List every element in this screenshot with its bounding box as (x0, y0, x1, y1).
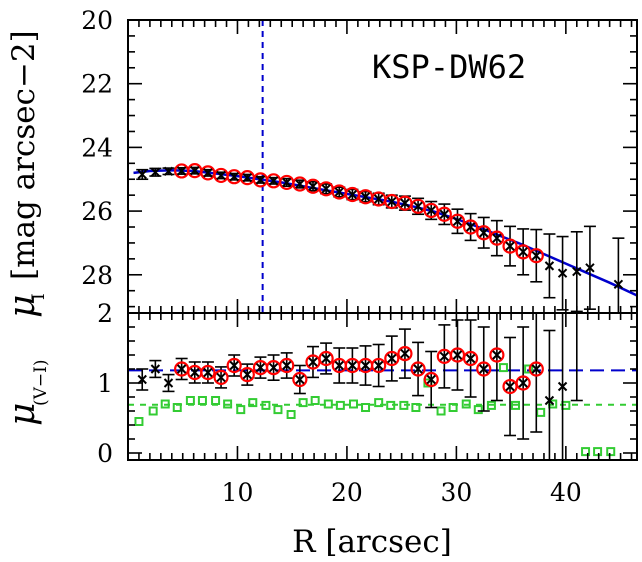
y-tick-label: 28 (81, 261, 113, 290)
chart-root: KSP-DW62 R [arcsec] 10 20 30 40 20 22 24 26 28 0 1… (0, 0, 642, 562)
green-square-marker (274, 406, 281, 413)
green-square-marker (537, 409, 544, 416)
x-axis-label: R [arcsec] (292, 524, 452, 560)
y-tick-label: 24 (81, 133, 113, 162)
chart-title: KSP-DW62 (372, 48, 526, 86)
x-tick-label: 30 (440, 478, 472, 507)
green-square-marker (187, 397, 194, 404)
y-tick-label: 1 (97, 369, 113, 398)
y-tick-label: 2 (97, 299, 113, 328)
y-tick-label: 0 (97, 439, 113, 468)
top-y-axis-label: μI[mag arcsec−2] (2, 30, 49, 318)
green-square-marker (150, 408, 157, 415)
x-tick-label: 40 (550, 478, 582, 507)
green-square-marker (135, 418, 142, 425)
bottom-y-axis-label: μ(V−I) (2, 359, 51, 426)
green-square-marker (500, 364, 507, 371)
x-tick-label: 20 (331, 478, 363, 507)
green-square-marker (237, 406, 244, 413)
bottom-y-axis-subscript: (V−I) (31, 359, 51, 406)
green-square-marker (199, 397, 206, 404)
y-tick-label: 20 (81, 6, 113, 35)
green-square-marker (350, 401, 357, 408)
bottom-panel-marks (128, 205, 637, 471)
green-square-marker (438, 408, 445, 415)
chart-svg: KSP-DW62 R [arcsec] 10 20 30 40 20 22 24 26 28 0 1… (0, 0, 642, 562)
green-square-marker (594, 448, 601, 455)
green-square-marker (475, 406, 482, 413)
green-square-marker (607, 448, 614, 455)
y-tick-label: 22 (81, 70, 113, 99)
green-square-marker (212, 397, 219, 404)
y-tick-label: 26 (81, 197, 113, 226)
top-y-axis-units: [mag arcsec−2] (6, 30, 42, 280)
sersic-fit-line (134, 170, 638, 295)
green-square-marker (362, 404, 369, 411)
top-y-axis-subscript: I (29, 293, 49, 300)
x-tick-label: 10 (222, 478, 254, 507)
green-square-marker (312, 397, 319, 404)
green-square-marker (288, 411, 295, 418)
